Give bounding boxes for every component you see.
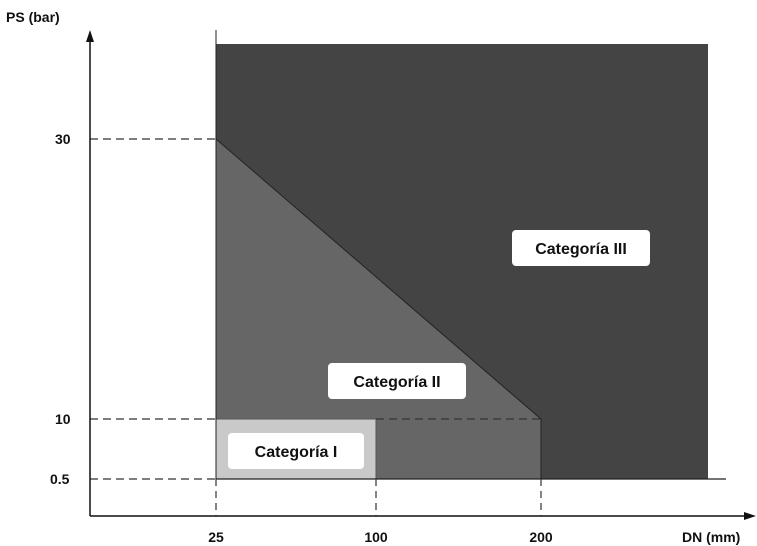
label-text-categoria-i: Categoría I	[255, 444, 338, 461]
boundary-diagonal	[215, 138, 542, 420]
x-axis-title: DN (mm)	[682, 529, 740, 545]
x-tick-200: 200	[529, 529, 553, 545]
y-tick-30: 30	[55, 131, 71, 147]
y-axis-title: PS (bar)	[6, 9, 60, 25]
y-tick-10: 10	[55, 411, 71, 427]
label-categoria-ii: Categoría II	[328, 363, 466, 399]
x-tick-25: 25	[208, 529, 224, 545]
label-categoria-iii: Categoría III	[512, 230, 650, 266]
x-axis-arrow	[744, 512, 756, 520]
y-tick-05: 0.5	[50, 471, 70, 487]
y-axis-arrow	[86, 30, 94, 42]
x-tick-100: 100	[364, 529, 388, 545]
label-text-categoria-ii: Categoría II	[353, 374, 440, 391]
label-box-categoria-ii	[328, 363, 466, 399]
label-text-categoria-iii: Categoría III	[535, 241, 627, 258]
label-categoria-i: Categoría I	[228, 433, 364, 469]
label-box-categoria-iii	[512, 230, 650, 266]
label-box-categoria-i	[228, 433, 364, 469]
